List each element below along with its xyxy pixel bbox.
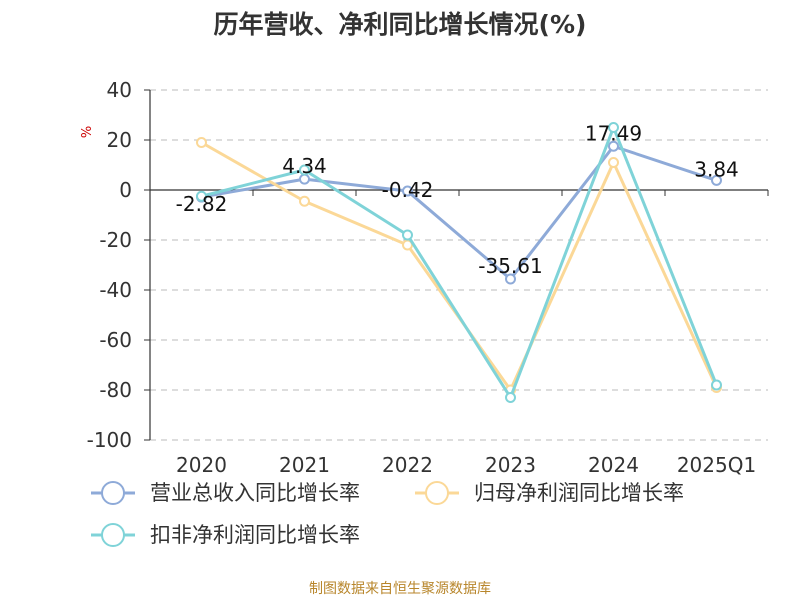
data-label: 4.34 <box>282 154 327 178</box>
legend-marker <box>101 481 125 505</box>
y-tick-label: 20 <box>107 128 132 152</box>
data-label: 17.49 <box>585 121 642 145</box>
data-point <box>196 190 207 202</box>
series-1 <box>196 140 722 285</box>
series-line <box>200 126 718 399</box>
axes <box>149 90 769 440</box>
x-axis-ticks: 2020 2021 2022 2023 2024 2025Q1 <box>176 453 756 477</box>
y-tick-label: -100 <box>87 428 132 452</box>
chart-title: 历年营收、净利同比增长情况(%) <box>214 10 587 39</box>
y-tick-label: -40 <box>99 278 132 302</box>
x-tick-label: 2023 <box>485 453 536 477</box>
x-tick-label: 2021 <box>279 453 330 477</box>
source-note: 制图数据来自恒生聚源数据库 <box>309 581 491 597</box>
legend-label: 扣非净利润同比增长率 <box>150 523 360 547</box>
y-tick-label: 0 <box>119 178 132 202</box>
x-tick-label: 2020 <box>176 453 227 477</box>
y-tick-label: 40 <box>107 78 132 102</box>
series-line <box>200 144 718 281</box>
gridlines <box>150 89 768 441</box>
series-line <box>200 141 718 392</box>
data-point <box>402 185 413 197</box>
legend-label: 营业总收入同比增长率 <box>150 481 360 505</box>
legend-marker <box>425 481 449 505</box>
y-axis-ticks: 40 20 0 -20 -40 -60 -80 -100 <box>87 78 150 452</box>
series-group <box>196 122 722 403</box>
legend-marker <box>101 523 125 547</box>
data-label: -35.61 <box>478 254 542 278</box>
data-label: -0.42 <box>382 178 434 202</box>
data-point <box>608 157 619 168</box>
legend-item-2: 归母净利润同比增长率 <box>415 481 684 505</box>
data-label: -2.82 <box>176 192 228 216</box>
data-point <box>608 122 619 133</box>
y-tick-label: -80 <box>99 378 132 402</box>
data-point <box>711 174 722 186</box>
data-point <box>402 229 413 241</box>
legend-item-3: 扣非净利润同比增长率 <box>91 523 360 547</box>
data-point <box>505 392 516 403</box>
data-point <box>711 379 722 391</box>
x-tick-label: 2022 <box>382 453 433 477</box>
legend-item-1: 营业总收入同比增长率 <box>91 481 360 505</box>
y-tick-label: -20 <box>99 228 132 252</box>
data-point <box>299 195 310 207</box>
data-point <box>505 273 516 285</box>
data-labels: -2.82 4.34 -0.42 -35.61 17.49 3.84 <box>176 121 739 278</box>
y-axis-unit: % <box>80 126 95 138</box>
data-label: 3.84 <box>694 157 739 181</box>
legend-label: 归母净利润同比增长率 <box>474 481 684 505</box>
data-point <box>299 164 310 176</box>
data-point <box>608 140 619 152</box>
series-3 <box>196 122 722 403</box>
x-tick-label: 2024 <box>588 453 639 477</box>
y-tick-label: -60 <box>99 328 132 352</box>
data-point <box>196 137 207 148</box>
x-tick-label: 2025Q1 <box>677 453 756 477</box>
